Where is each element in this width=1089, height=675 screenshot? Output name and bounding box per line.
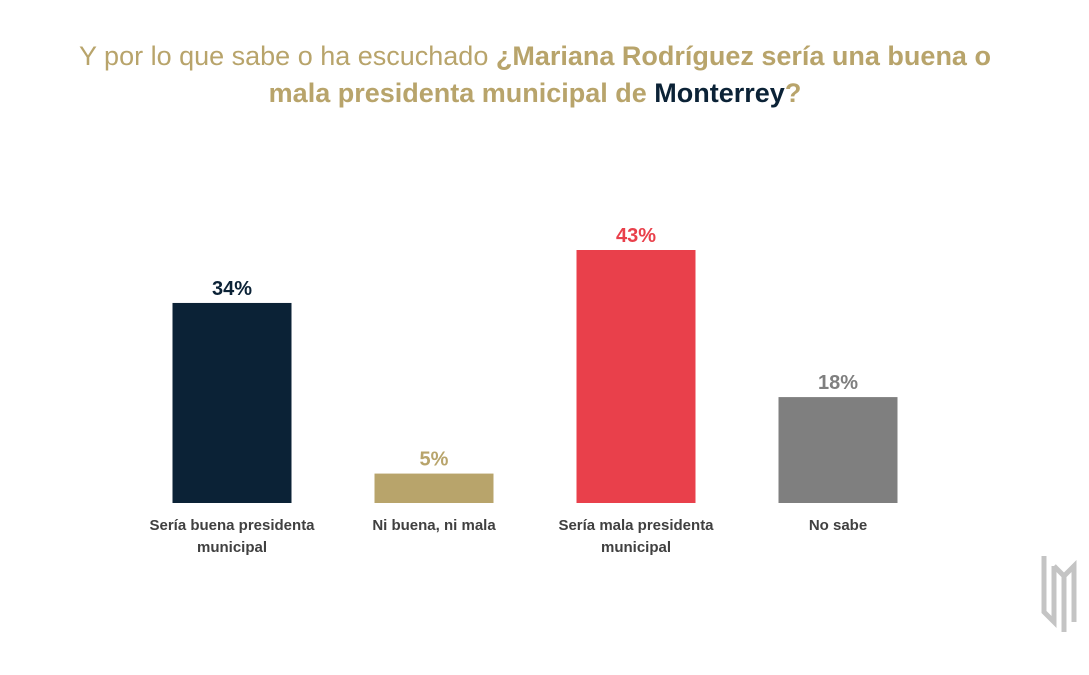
- title-part-plain: Y por lo que sabe o ha escuchado: [79, 41, 496, 71]
- title-part-city: Monterrey: [654, 78, 785, 108]
- category-label: Sería buena presidenta: [149, 517, 315, 534]
- title-part-end: ?: [784, 78, 802, 108]
- category-label: municipal: [601, 539, 671, 556]
- brand-logo-icon: [1041, 556, 1077, 632]
- bar: [172, 302, 292, 503]
- chart-title: Y por lo que sabe o ha escuchado ¿Marian…: [0, 38, 1070, 112]
- category-label: municipal: [197, 539, 267, 556]
- data-label: 5%: [420, 449, 449, 471]
- data-label: 34%: [212, 278, 252, 300]
- category-label: Ni buena, ni mala: [372, 517, 496, 534]
- title-part-question-2: mala presidenta municipal de: [268, 78, 655, 108]
- category-label: No sabe: [809, 517, 867, 534]
- title-part-question: ¿Mariana Rodríguez sería una buena o: [495, 41, 991, 71]
- data-label: 18%: [818, 372, 858, 394]
- bar: [778, 397, 898, 503]
- bar: [576, 250, 696, 503]
- bar: [374, 473, 494, 503]
- data-label: 43%: [616, 225, 656, 247]
- category-label: Sería mala presidenta: [558, 517, 714, 534]
